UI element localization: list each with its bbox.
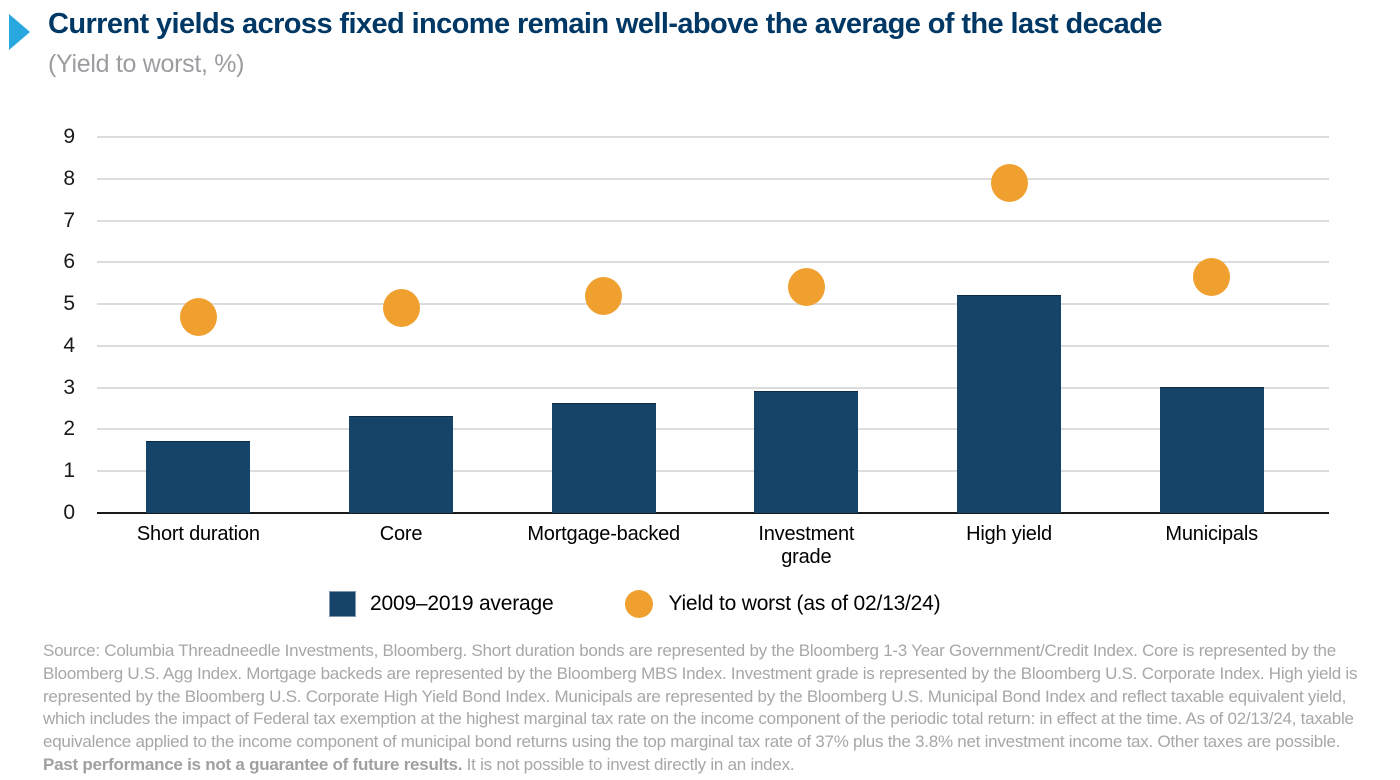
gridline-y-9 — [97, 136, 1329, 138]
gridline-y-6 — [97, 261, 1329, 264]
source-text: Source: Columbia Threadneedle Investment… — [43, 641, 1358, 752]
bar-high-yield — [957, 294, 1061, 513]
page-subtitle: (Yield to worst, %) — [48, 50, 245, 78]
x-label-short-duration: Short duration — [136, 523, 260, 545]
legend-item: Yield to worst (as of 02/13/24) — [625, 590, 941, 618]
gridline-y-5 — [97, 303, 1329, 306]
dot-high-yield — [990, 163, 1028, 202]
x-label-high-yield: High yield — [966, 523, 1052, 545]
x-label-investment-grade: Investment grade — [758, 523, 855, 568]
chart-plot-area: 0 1 2 3 4 5 6 7 8 9 Short duration Core Mortgage-bac… — [63, 126, 1329, 568]
gridline-y-1 — [97, 470, 1329, 473]
dot-municipals — [1193, 257, 1231, 296]
y-tick-label-1: 1 — [63, 459, 75, 483]
bar-mortgage-backed — [551, 403, 656, 513]
source-text-bold: Past performance is not a guarantee of f… — [43, 754, 463, 774]
y-tick-label-3: 3 — [63, 375, 75, 399]
x-axis-line — [97, 512, 1329, 514]
bar-short-duration — [146, 440, 251, 513]
legend-bar-swatch-icon — [329, 591, 356, 617]
bar-investment-grade — [754, 390, 859, 513]
x-label-municipals: Municipals — [1165, 523, 1258, 545]
y-tick-label-4: 4 — [63, 333, 75, 357]
gridline-y-4 — [97, 344, 1329, 347]
y-tick-label-5: 5 — [63, 292, 75, 316]
bar-municipals — [1159, 386, 1264, 513]
legend-label: Yield to worst (as of 02/13/24) — [668, 592, 941, 615]
y-tick-label-0: 0 — [63, 501, 75, 524]
y-tick-label-6: 6 — [63, 250, 75, 274]
page-title: Current yields across fixed income remai… — [48, 8, 1162, 40]
y-tick-label-2: 2 — [63, 417, 75, 441]
gridline-y-3 — [97, 386, 1329, 389]
dot-short-duration — [179, 297, 217, 336]
x-label-mortgage-backed: Mortgage-backed — [527, 523, 680, 545]
gridline-y-8 — [97, 177, 1329, 180]
legend-dot-swatch-icon — [625, 590, 654, 618]
legend-item: 2009–2019 average — [329, 591, 554, 617]
x-label-core: Core — [379, 523, 423, 545]
dot-investment-grade — [787, 268, 825, 307]
y-tick-label-9: 9 — [63, 125, 75, 148]
gridline-y-7 — [97, 219, 1329, 222]
gridline-y-2 — [97, 428, 1329, 431]
source-note: Source: Columbia Threadneedle Investment… — [43, 640, 1373, 777]
dot-mortgage-backed — [585, 276, 623, 315]
chart-legend: 2009–2019 average Yield to worst (as of 0… — [329, 590, 941, 618]
y-tick-label-7: 7 — [63, 208, 75, 232]
legend-label: 2009–2019 average — [370, 592, 554, 615]
bar-core — [349, 415, 453, 513]
y-tick-label-8: 8 — [63, 166, 75, 190]
source-text-end: It is not possible to invest directly in… — [462, 754, 795, 774]
dot-core — [382, 289, 420, 328]
bullet-arrow-icon — [9, 14, 30, 50]
